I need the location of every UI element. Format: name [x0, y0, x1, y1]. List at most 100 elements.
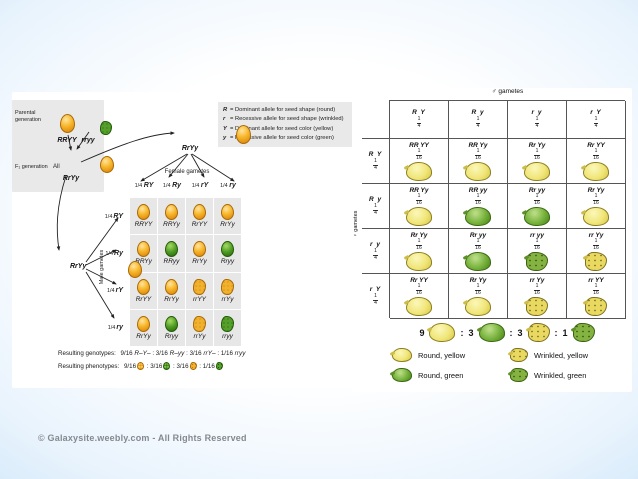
- ratio-count: 9: [419, 327, 425, 338]
- column-header: 1/4 Ry: [162, 182, 182, 189]
- punnett-cell: RrYY: [186, 198, 213, 235]
- punnett-square: RRYY RRYy RrYY RrYy RRYy RRyy RrYy Rryy …: [130, 198, 241, 346]
- table-cell: rr YY 1 16: [567, 274, 626, 319]
- legend-item: Round, yellow: [392, 348, 510, 362]
- genotype-label: rrYy: [193, 332, 206, 340]
- seed-icon: [193, 241, 206, 258]
- punnett-cell: RRYY: [130, 198, 157, 235]
- genotype-label: Rr YY: [410, 276, 428, 284]
- resulting-genotypes-line: Resulting genotypes: 9/16 R–Y– : 3/16 R–…: [58, 350, 246, 357]
- genotype-label: RR Yy: [409, 186, 429, 194]
- genotype-label: Rryy: [164, 332, 179, 340]
- genotype-label: rr Yy: [529, 276, 545, 284]
- phenotype-ratio: 9 : 3 : 3 : 1: [389, 323, 625, 342]
- dihybrid-cross-diagram-panel: Parental generation RRYY rryy F₁ generat…: [12, 92, 364, 388]
- genotype-label: Rr Yy: [469, 276, 487, 284]
- seed-icon: [137, 315, 150, 332]
- genotype-label: RrYy: [164, 295, 179, 303]
- seed-icon: [524, 161, 550, 181]
- table-cell: Rr Yy 1 16: [449, 274, 508, 319]
- allele-symbol: Y: [223, 125, 227, 132]
- ratio-separator: :: [460, 327, 464, 338]
- seed-icon: [221, 315, 234, 332]
- seed-icon: [583, 161, 609, 181]
- genotype-label: rr yy: [529, 231, 545, 239]
- seed-icon: [163, 362, 171, 371]
- seed-icon: [478, 323, 505, 342]
- seed-icon: [221, 204, 234, 221]
- column-header: 1/4 rY: [191, 182, 209, 189]
- punnett-cell: RrYy: [214, 198, 241, 235]
- genotype-label: Rr YY: [587, 141, 605, 149]
- f1-all-label: All: [53, 164, 60, 170]
- seed-icon: [406, 251, 432, 271]
- seed-icon: [406, 206, 432, 226]
- genotype-label: RRYy: [135, 258, 152, 266]
- seed-icon: [193, 204, 206, 221]
- seed-icon: [215, 362, 223, 371]
- table-cell: rr yy 1 16: [508, 229, 567, 274]
- table-cell: Rr Yy 1 16: [508, 139, 567, 184]
- row-header: 1/4 RY: [104, 213, 123, 220]
- genotype-label: Rr Yy: [587, 186, 605, 194]
- results-block: Resulting genotypes: 9/16 R–Y– : 3/16 R–…: [58, 348, 245, 373]
- punnett-cell: rrYY: [186, 272, 213, 309]
- seed-icon: [585, 251, 607, 271]
- copyright-text: © Galaxysite.weebly.com - All Rights Res…: [38, 433, 247, 443]
- genotype-label: rr Yy: [588, 231, 604, 239]
- resulting-phenotypes-label: Resulting phenotypes:: [58, 362, 120, 370]
- table-cell: Rr yy 1 16: [508, 184, 567, 229]
- phenotype-legend: Round, yellow Wrinkled, yellow Round, gr…: [392, 348, 626, 382]
- seed-icon: [165, 204, 178, 221]
- genotype-label: Rr Yy: [410, 231, 428, 239]
- seed-icon: [510, 348, 528, 362]
- table-cell: rr Yy 1 16: [567, 229, 626, 274]
- seed-icon: [465, 296, 491, 316]
- punnett-cell: rryy: [214, 309, 241, 346]
- genotype-label: Rr Yy: [528, 141, 546, 149]
- allele-key-box: R = Dominant allele for seed shape (round…: [218, 102, 364, 147]
- table-cell: rr Yy 1 16: [508, 274, 567, 319]
- allele-key-line: y = Recessive allele for seed color (gree…: [223, 134, 359, 143]
- male-parent-seed-icon: [127, 261, 142, 278]
- table-cell: RR Yy 1 16: [449, 139, 508, 184]
- legend-label: Round, green: [418, 370, 464, 380]
- allele-definition: = Recessive allele for seed shape (wrink…: [230, 116, 344, 123]
- seed-icon: [585, 296, 607, 316]
- female-parent-genotype: RrYy: [181, 145, 199, 152]
- punnett-cell: rrYy: [214, 272, 241, 309]
- column-header: 1/4 ry: [220, 182, 236, 189]
- allele-key-line: Y = Dominant allele for seed color (yello…: [223, 125, 359, 134]
- punnett-cell: RRyy: [158, 235, 185, 272]
- seed-icon: [137, 278, 150, 295]
- seed-icon: [465, 251, 491, 271]
- seed-icon: [527, 323, 550, 342]
- legend-item: Wrinkled, green: [510, 368, 626, 382]
- female-parent-seed-icon: [236, 125, 252, 144]
- genotype-label: rr YY: [588, 276, 604, 284]
- seed-icon: [572, 323, 595, 342]
- seed-icon: [221, 241, 234, 258]
- legend-label: Wrinkled, yellow: [534, 350, 589, 360]
- f1-generation-label: F₁ generation: [15, 164, 48, 170]
- female-gametes-label: Female gametes: [164, 169, 210, 175]
- table-cell: RR YY 1 16: [390, 139, 449, 184]
- ratio-separator: :: [554, 327, 558, 338]
- seed-icon: [392, 368, 412, 382]
- row-header: 1/4 Ry: [105, 250, 123, 257]
- seed-icon: [526, 251, 548, 271]
- ratio-count: 1: [562, 327, 568, 338]
- punnett-column-headers: 1/4 RY 1/4 Ry 1/4 rY 1/4 ry: [130, 182, 242, 189]
- row-header: 1/4 ry: [107, 324, 123, 331]
- male-gametes-label: Male gametes: [99, 249, 105, 285]
- parent2-genotype: rryy: [81, 137, 95, 144]
- punnett-cell: RrYy: [158, 272, 185, 309]
- seed-icon: [510, 368, 528, 382]
- punnett-cell: RrYy: [186, 235, 213, 272]
- resulting-genotypes-label: Resulting genotypes:: [58, 350, 116, 357]
- allele-definition: = Dominant allele for seed color (yellow…: [230, 125, 334, 132]
- seed-icon: [392, 348, 412, 362]
